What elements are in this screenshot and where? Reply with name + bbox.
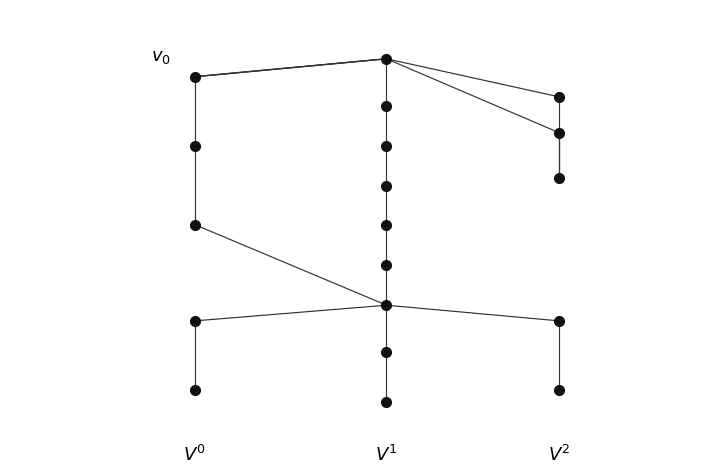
Text: $V^2$: $V^2$ <box>548 445 571 466</box>
Text: $V^0$: $V^0$ <box>183 445 206 466</box>
Text: $v_0$: $v_0$ <box>151 48 170 66</box>
Text: $V^1$: $V^1$ <box>376 445 398 466</box>
